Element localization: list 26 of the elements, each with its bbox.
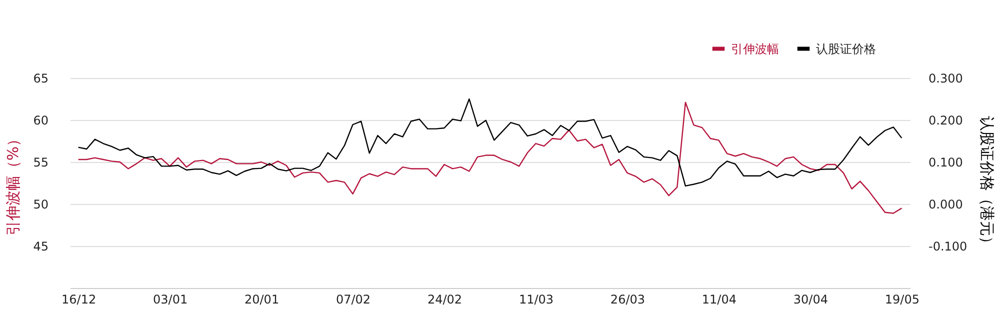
y-axis-title: 引伸波幅（%） — [4, 131, 22, 236]
legend-label: 引伸波幅 — [731, 42, 779, 56]
x-tick-label: 24/02 — [427, 292, 462, 306]
y-tick-label: 65 — [33, 72, 48, 86]
legend-label: 认股证价格 — [816, 42, 876, 56]
y-tick-label: 60 — [33, 114, 48, 128]
x-tick-label: 07/02 — [336, 292, 371, 306]
x-tick-label: 11/03 — [518, 292, 554, 306]
y-tick-label: 55 — [33, 156, 48, 170]
y-tick-label: 50 — [33, 198, 48, 212]
x-tick-label: 11/04 — [702, 292, 737, 306]
y2-tick-label: 0.200 — [928, 114, 963, 128]
x-tick-label: 26/03 — [610, 292, 646, 306]
y2-tick-label: -0.100 — [928, 240, 968, 254]
line-series — [78, 102, 902, 214]
y2-tick-label: 0.000 — [928, 198, 963, 212]
x-tick-label: 03/01 — [153, 292, 188, 306]
y-tick-label: 45 — [33, 240, 48, 254]
x-tick-label: 20/01 — [244, 292, 280, 306]
y2-tick-label: 0.300 — [928, 72, 963, 86]
y2-tick-label: 0.100 — [928, 156, 963, 170]
x-tick-label: 16/12 — [62, 292, 96, 306]
line-series — [78, 98, 902, 187]
x-tick-label: 19/05 — [884, 292, 920, 306]
y2-axis-title: 认股证价格（港元） — [978, 116, 996, 251]
x-tick-label: 30/04 — [793, 292, 828, 306]
